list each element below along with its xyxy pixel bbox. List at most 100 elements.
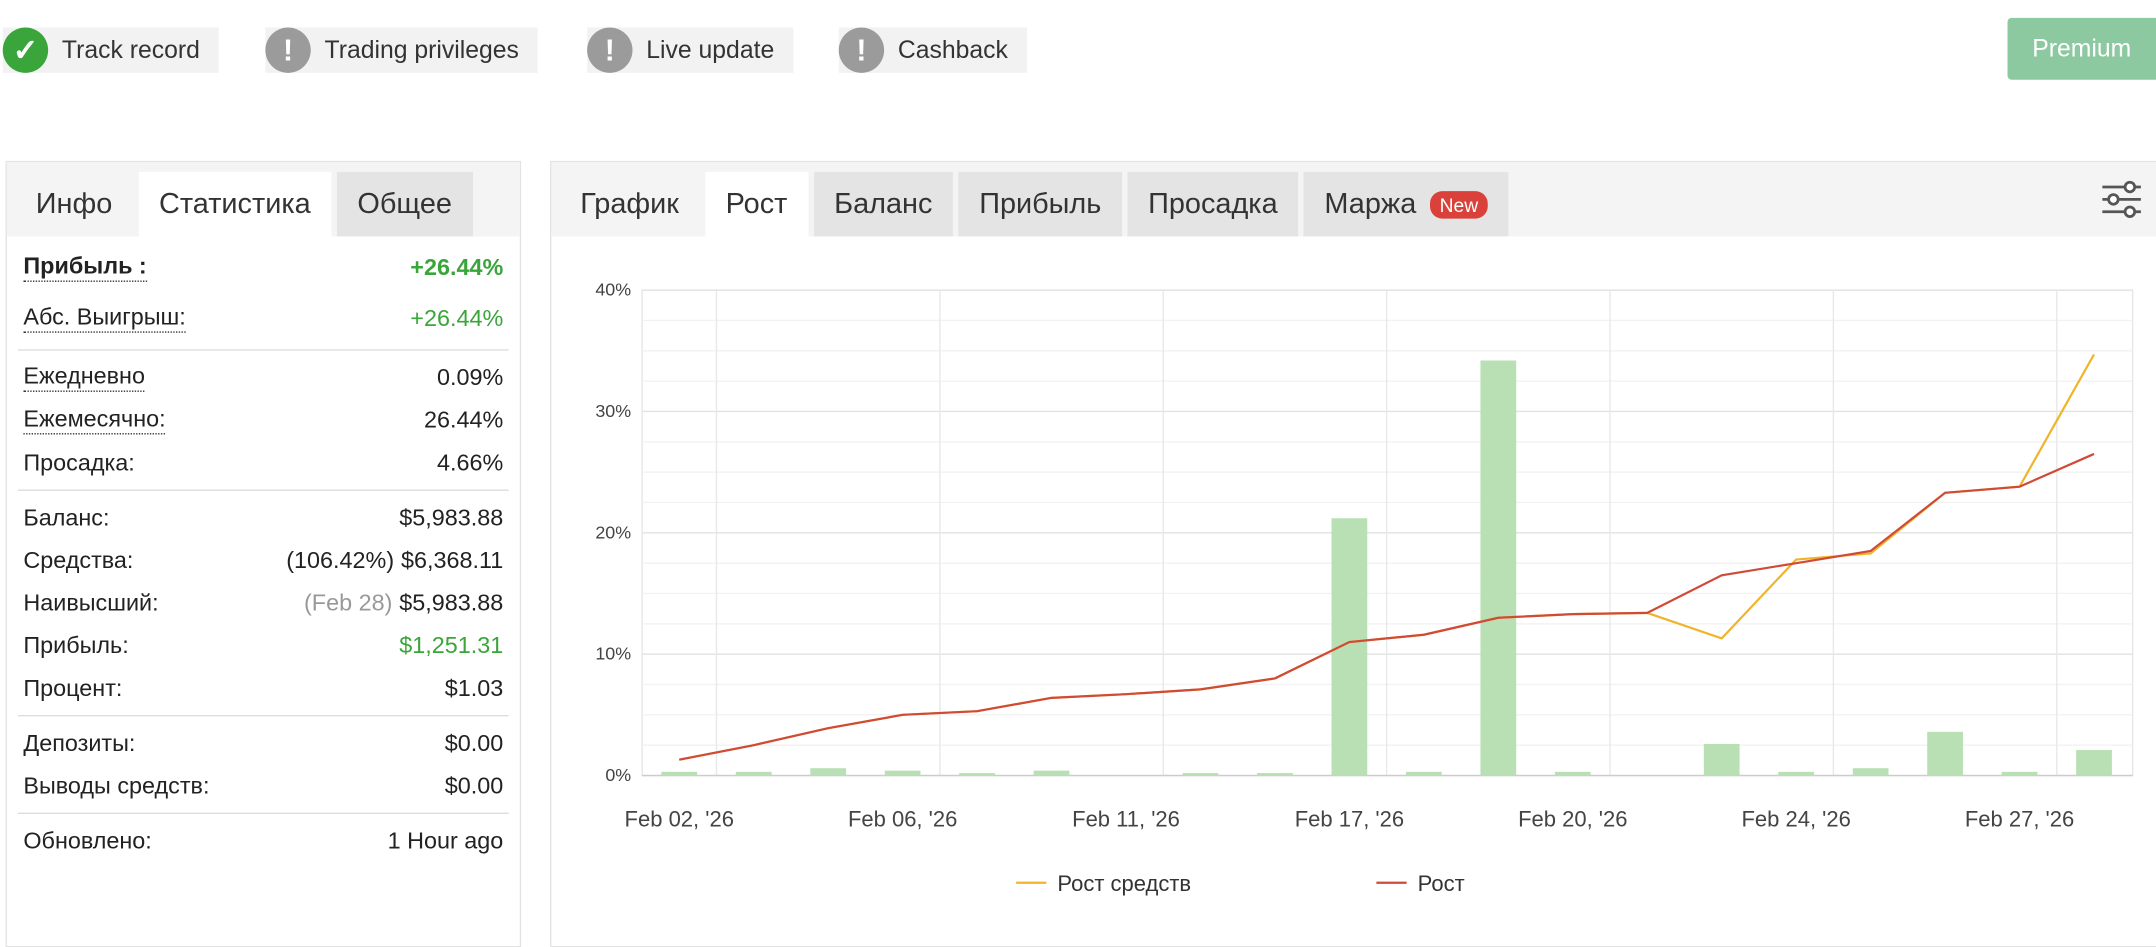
stats-value: +26.44% [410, 305, 503, 331]
bar [2076, 750, 2112, 775]
badge-label: Cashback [898, 36, 1008, 65]
stats-row: Депозиты:$0.00 [18, 722, 509, 765]
bar [1480, 361, 1516, 776]
badge: ! Cashback [839, 28, 1027, 73]
bar [1406, 772, 1442, 776]
bar [736, 772, 772, 776]
stats-label: Баланс: [23, 504, 109, 532]
tab-label: Прибыль [979, 188, 1101, 221]
legend-label: Рост [1418, 871, 1465, 896]
bar [1332, 518, 1368, 775]
stats-value: $5,983.88 [399, 504, 503, 530]
badge: ! Live update [587, 28, 793, 73]
stats-value-wrap: (106.42%) $6,368.11 [286, 547, 503, 575]
tab[interactable]: Баланс [814, 172, 954, 237]
badge-label: Track record [62, 36, 200, 65]
stats-row: Ежедневно 0.09% [18, 356, 509, 399]
stats-note: (Feb 28) [304, 589, 392, 615]
tab[interactable]: Статистика [138, 172, 331, 237]
stats-note: (106.42%) [286, 547, 394, 573]
stats-label: Прибыль: [23, 632, 128, 660]
stats-row: Выводы средств: $0.00 [18, 765, 509, 808]
stats-row: Обновлено: 1 Hour ago [18, 820, 509, 863]
tab[interactable]: Инфо [15, 172, 133, 237]
stats-row: Прибыль : +26.44% [18, 242, 509, 293]
stats-value: $0.00 [445, 772, 504, 798]
stats-value-wrap: 26.44% [424, 406, 503, 434]
y-tick-label: 40% [595, 280, 631, 300]
bar [1704, 744, 1740, 776]
stats-label: Абс. Выигрыш: [23, 304, 185, 333]
stats-label: Обновлено: [23, 827, 151, 855]
stats-row: Ежемесячно: 26.44% [18, 399, 509, 442]
badge-icon: ! [839, 28, 884, 73]
stats-value-wrap: $1.03 [445, 674, 504, 702]
stats-row: Баланс: $5,983.88 [18, 496, 509, 539]
stats-label: Наивысший: [23, 589, 158, 617]
bar [661, 772, 697, 776]
tab-label: Рост [726, 188, 788, 221]
stats-row: Наивысший: (Feb 28) $5,983.88 [18, 582, 509, 625]
stats-value: $6,368.11 [401, 547, 503, 573]
stats-value: 0.09% [437, 364, 503, 390]
tab[interactable]: Просадка [1127, 172, 1298, 237]
x-tick-label: Feb 11, '26 [1072, 806, 1180, 831]
stats-label: Прибыль : [23, 253, 146, 282]
stats-value: +26.44% [410, 254, 503, 280]
stats-label: Ежемесячно: [23, 406, 165, 435]
stats-label: Ежедневно [23, 363, 145, 392]
premium-button[interactable]: Premium [2008, 18, 2156, 80]
x-tick-label: Feb 17, '26 [1295, 806, 1404, 831]
bar [2002, 772, 2038, 776]
y-tick-label: 0% [605, 765, 631, 785]
badge: ! Trading privileges [265, 28, 538, 73]
y-tick-label: 10% [595, 644, 631, 664]
stats-row: Прибыль: $1,251.31 [18, 624, 509, 667]
stats-group: Прибыль : +26.44% Абс. Выигрыш: +26.44% [18, 237, 509, 351]
tab[interactable]: Прибыль [959, 172, 1122, 237]
bar [1257, 773, 1293, 775]
stats-label: Процент: [23, 674, 122, 702]
tab-label: Баланс [834, 188, 932, 221]
stats-value: $1,251.31 [399, 632, 503, 658]
stats-value: 26.44% [424, 406, 503, 432]
badge-icon: ! [265, 28, 310, 73]
badge-label: Live update [646, 36, 774, 65]
x-tick-label: Feb 24, '26 [1741, 806, 1850, 831]
stats-row: Абс. Выигрыш: +26.44% [18, 293, 509, 344]
x-tick-label: Feb 02, '26 [625, 806, 734, 831]
tab-label: Маржа [1324, 188, 1416, 221]
stats-value-wrap: (Feb 28) $5,983.88 [304, 589, 503, 617]
stats-value-wrap: $0.00 [445, 772, 504, 800]
x-tick-label: Feb 27, '26 [1965, 806, 2074, 831]
stats-label: Выводы средств: [23, 772, 209, 800]
stats-group: Баланс: $5,983.88 Средства: (106.42%) $6,368… [18, 491, 509, 717]
y-tick-label: 30% [595, 401, 631, 421]
stats-label: Средства: [23, 547, 133, 575]
bar [1034, 771, 1070, 776]
badge-icon: ! [587, 28, 632, 73]
stats-value-wrap: 1 Hour ago [388, 827, 504, 855]
badge-icon: ✓ [3, 28, 48, 73]
stats-value-wrap: $1,251.31 [399, 632, 503, 660]
badge-label: Trading privileges [325, 36, 519, 65]
stats-value-wrap: 0.09% [437, 364, 503, 392]
bar [959, 773, 995, 775]
stats-label: Депозиты: [23, 729, 135, 757]
tab[interactable]: Общее [337, 172, 473, 237]
bar [1927, 732, 1963, 776]
stats-value: $5,983.88 [399, 589, 503, 615]
tab[interactable]: График [560, 172, 700, 237]
stats-group: Обновлено: 1 Hour ago [18, 814, 509, 868]
bar [1778, 772, 1814, 776]
settings-icon[interactable] [2100, 179, 2144, 220]
tab[interactable]: Рост [705, 172, 808, 237]
tab-label: Просадка [1148, 188, 1278, 221]
stats-row: Просадка:4.66% [18, 441, 509, 484]
